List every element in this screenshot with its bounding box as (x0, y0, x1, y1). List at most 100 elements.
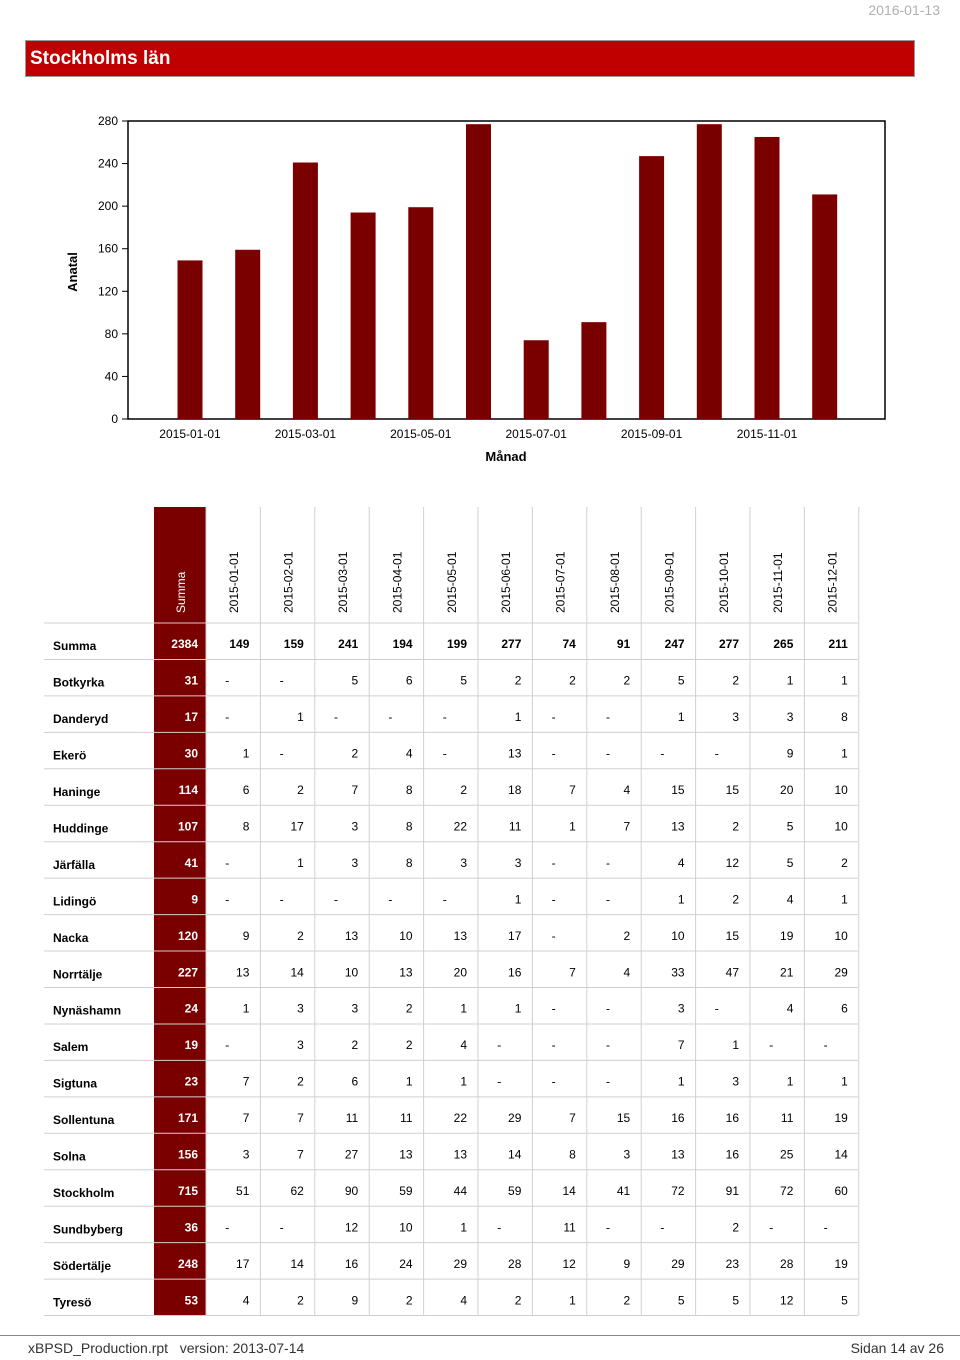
table-cell: 13 (345, 929, 359, 943)
row-label: Solna (53, 1150, 86, 1164)
table-cell: 13 (454, 929, 468, 943)
table-cell: 2 (460, 783, 467, 797)
table-cell: 4 (406, 747, 413, 761)
header-month: 2015-04-01 (390, 551, 404, 613)
table-cell: 47 (726, 965, 740, 979)
table-cell: 29 (508, 1111, 522, 1125)
table-cell: 23 (726, 1257, 740, 1271)
table-row: Sigtuna 23 7 2 6 1 1 - - - 1 3 1 1 (53, 1075, 848, 1091)
table-row: Ekerö 30 1 - 2 4 - 13 - - - - 9 1 (53, 747, 848, 763)
row-label: Tyresö (53, 1295, 91, 1309)
bar-2015-08-01 (581, 322, 607, 419)
table-cell: 21 (780, 965, 794, 979)
table-cell: - (769, 1220, 773, 1234)
table-cell: 2 (352, 747, 359, 761)
table-cell: 28 (780, 1257, 794, 1271)
table-cell: 8 (243, 819, 250, 833)
table-cell: 4 (460, 1293, 467, 1307)
footer-report-info: xBPSD_Production.rpt version: 2013-07-14 (28, 1340, 305, 1356)
table-cell: 3 (732, 1075, 739, 1089)
table-cell: - (225, 710, 229, 724)
table-cell: 29 (834, 965, 848, 979)
table-cell: 41 (617, 1184, 631, 1198)
table-cell: 20 (454, 965, 468, 979)
table-cell: - (660, 747, 664, 761)
table-cell: 247 (665, 637, 685, 651)
table-cell: - (715, 1002, 719, 1016)
table-cell: - (497, 1038, 501, 1052)
table-cell: - (552, 892, 556, 906)
table-cell: 1 (732, 1038, 739, 1052)
table-cell: 2 (732, 892, 739, 906)
table-cell: 5 (678, 674, 685, 688)
table-cell: 19 (780, 929, 794, 943)
table-cell: 8 (406, 856, 413, 870)
table-cell: 10 (345, 965, 359, 979)
table-cell: - (552, 1075, 556, 1089)
table-cell: 2 (624, 1293, 631, 1307)
table-cell: - (497, 1075, 501, 1089)
bar-chart: 0 40 80 120 160 200 240 280 2015-01-01 2015-03-01… (65, 114, 886, 464)
table-cell: 1 (406, 1075, 413, 1089)
table-cell: 11 (346, 1111, 359, 1125)
title-bar: Stockholms län (25, 40, 915, 77)
table-cell: 15 (617, 1111, 631, 1125)
table-cell: - (225, 856, 229, 870)
table-cell: 9 (787, 747, 794, 761)
table-cell: 2 (352, 1038, 359, 1052)
table-cell: 4 (243, 1293, 250, 1307)
y-tick-label: 200 (98, 199, 118, 213)
table-cell: 8 (406, 819, 413, 833)
table-cell: 2 (297, 1293, 304, 1307)
table-cell: 7 (624, 819, 631, 833)
table-cell: 1 (841, 1075, 848, 1089)
header-month: 2015-12-01 (826, 551, 840, 613)
table-cell: - (552, 1038, 556, 1052)
row-total: 2384 (171, 637, 198, 651)
row-total: 53 (185, 1293, 199, 1307)
table-cell: 12 (780, 1293, 794, 1307)
table-cell: 91 (617, 637, 631, 651)
table-cell: 15 (726, 783, 740, 797)
y-tick-label: 40 (105, 369, 119, 383)
table-cell: 33 (671, 965, 685, 979)
table-cell: 1 (460, 1220, 467, 1234)
table-cell: - (715, 747, 719, 761)
row-total: 31 (185, 674, 199, 688)
table-cell: 7 (352, 783, 359, 797)
row-total: 114 (179, 783, 199, 797)
table-row: Lidingö 9 - - - - - 1 - - 1 2 4 1 (53, 892, 848, 908)
table-cell: 59 (508, 1184, 522, 1198)
y-axis-label: Anatal (65, 252, 80, 292)
header-month: 2015-08-01 (608, 551, 622, 613)
table-cell: 16 (726, 1148, 740, 1162)
page-title: Stockholms län (30, 48, 171, 69)
table-row: Norrtälje 227 13 14 10 13 20 16 7 4 33 47 21 29 (53, 965, 848, 981)
table-cell: 265 (773, 637, 793, 651)
table-cell: 2 (297, 1075, 304, 1089)
table-cell: 2 (515, 674, 522, 688)
header-summa: Summa (174, 571, 188, 613)
table-cell: 194 (393, 637, 413, 651)
table-cell: 2 (569, 674, 576, 688)
footer: xBPSD_Production.rpt version: 2013-07-14… (0, 1335, 960, 1360)
table-cell: 3 (515, 856, 522, 870)
row-total: 30 (185, 747, 199, 761)
bar-2015-09-01 (639, 156, 665, 419)
y-tick-label: 280 (98, 114, 118, 128)
table-cell: - (552, 929, 556, 943)
table-cell: 10 (399, 1220, 413, 1234)
table-cell: 2 (297, 929, 304, 943)
table-cell: 3 (678, 1002, 685, 1016)
bar-2015-06-01 (466, 124, 491, 419)
table-cell: 17 (236, 1257, 250, 1271)
header-month: 2015-07-01 (554, 551, 568, 613)
row-label: Huddinge (53, 821, 109, 835)
bar-2015-02-01 (235, 249, 261, 419)
table-cell: 1 (460, 1002, 467, 1016)
header-month: 2015-11-01 (771, 552, 785, 613)
table-cell: - (824, 1038, 828, 1052)
table-cell: - (606, 1038, 610, 1052)
table-cell: - (606, 892, 610, 906)
x-tick-label: 2015-03-01 (275, 427, 337, 441)
